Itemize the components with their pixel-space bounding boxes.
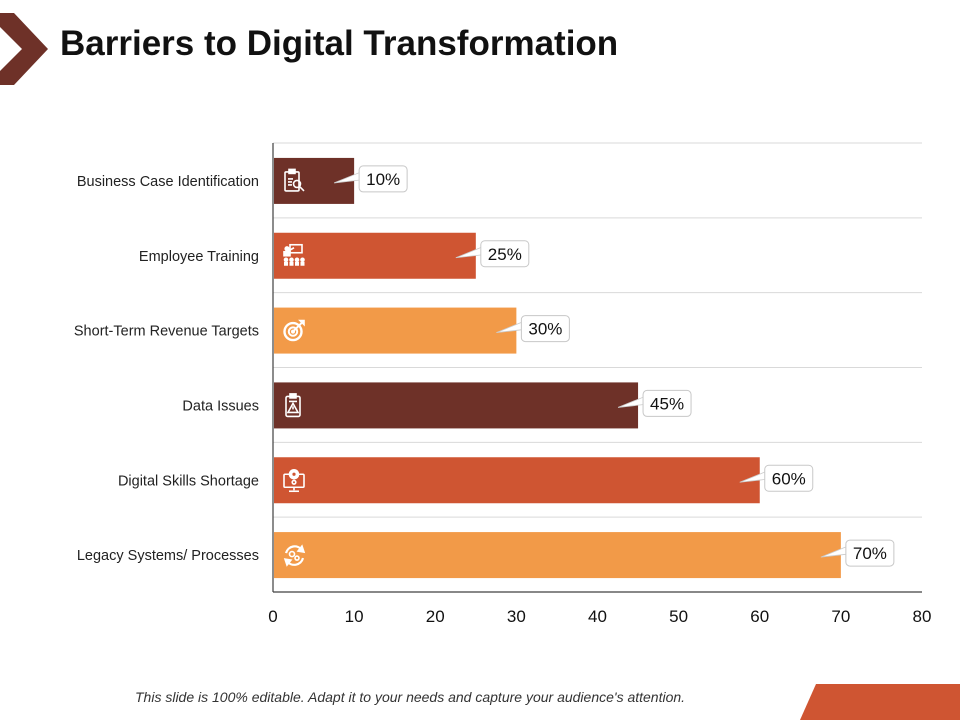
callout-box xyxy=(642,389,692,417)
clipboard-search-icon xyxy=(284,168,305,192)
x-tick-label: 80 xyxy=(913,607,932,626)
callout-box xyxy=(520,315,570,343)
x-tick-label: 30 xyxy=(507,607,526,626)
footer-note: This slide is 100% editable. Adapt it to… xyxy=(135,689,686,705)
bar xyxy=(274,232,476,279)
x-tick-label: 20 xyxy=(426,607,445,626)
footer-decoration xyxy=(800,684,960,720)
callout-joint xyxy=(359,172,363,180)
category-label: Digital Skills Shortage xyxy=(118,473,259,489)
callout-joint xyxy=(643,396,647,404)
callout-box xyxy=(358,165,408,193)
data-label: 30% xyxy=(528,320,562,339)
x-tick-label: 70 xyxy=(831,607,850,626)
category-label: Business Case Identification xyxy=(77,174,259,190)
bar xyxy=(274,382,639,429)
callout-joint xyxy=(846,546,850,554)
monitor-gear-icon xyxy=(283,468,305,493)
chevron-icon xyxy=(0,13,48,85)
slide-title: Barriers to Digital Transformation xyxy=(60,24,619,63)
x-tick-label: 0 xyxy=(268,607,277,626)
data-label: 60% xyxy=(772,469,806,488)
bar xyxy=(274,307,517,354)
data-label: 25% xyxy=(488,245,522,264)
data-label: 10% xyxy=(366,170,400,189)
x-tick-label: 40 xyxy=(588,607,607,626)
category-label: Short-Term Revenue Targets xyxy=(74,324,259,340)
category-label: Legacy Systems/ Processes xyxy=(77,548,259,564)
callout-box xyxy=(480,240,530,268)
x-tick-label: 60 xyxy=(750,607,769,626)
presentation-audience-icon xyxy=(283,243,305,266)
callout-joint xyxy=(765,471,769,479)
data-label: 45% xyxy=(650,394,684,413)
cycle-gears-icon xyxy=(283,544,306,567)
callout-box xyxy=(845,539,895,567)
callout-joint xyxy=(522,322,526,330)
x-tick-label: 10 xyxy=(345,607,364,626)
category-label: Employee Training xyxy=(139,249,259,265)
data-label: 70% xyxy=(853,544,887,563)
x-tick-label: 50 xyxy=(669,607,688,626)
clipboard-warning-icon xyxy=(285,393,301,418)
callout-box xyxy=(764,464,814,492)
target-arrow-icon xyxy=(283,319,305,342)
bar xyxy=(274,532,841,579)
bar xyxy=(274,457,760,504)
category-label: Data Issues xyxy=(182,398,259,414)
callout-joint xyxy=(481,247,485,255)
